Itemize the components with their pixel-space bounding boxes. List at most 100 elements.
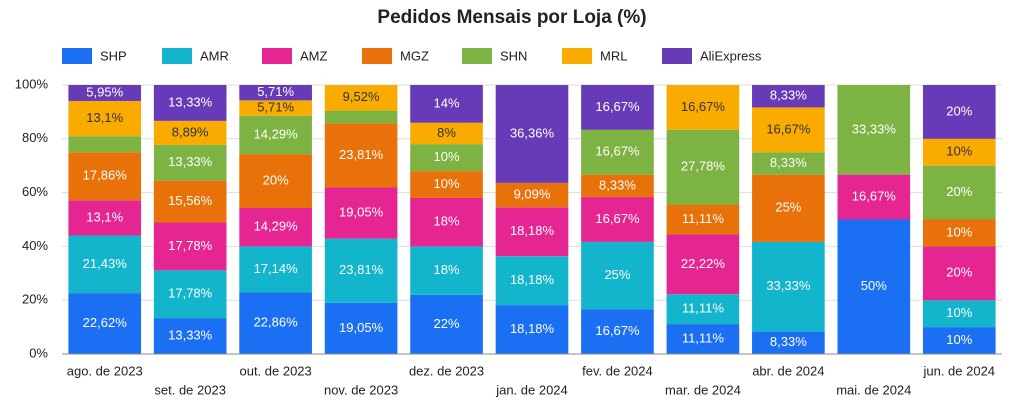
bar-segment [324, 302, 398, 354]
data-label: 18,18% [510, 321, 555, 336]
y-tick-label: 0% [29, 345, 48, 360]
bar-segment [581, 197, 654, 242]
legend-label: AMR [200, 48, 229, 63]
data-label: 8% [437, 125, 456, 140]
bar-segment [581, 129, 654, 175]
data-label: 33,33% [852, 121, 897, 136]
bar-segment [239, 85, 312, 101]
bar-segment [922, 85, 996, 139]
data-label: 13,33% [168, 328, 213, 343]
data-label: 8,89% [172, 124, 209, 139]
legend-swatch [62, 48, 92, 64]
bar-segment [922, 246, 996, 301]
data-label: 5,71% [257, 99, 294, 114]
bar-segment [239, 207, 312, 247]
legend-swatch [262, 48, 292, 64]
bar-segment [922, 219, 996, 247]
data-label: 9,09% [514, 186, 551, 201]
data-label: 22,22% [681, 256, 726, 271]
data-label: 36,36% [510, 125, 555, 140]
bar-segment [666, 85, 740, 130]
data-label: 9,52% [343, 89, 380, 104]
data-label: 15,56% [168, 193, 213, 208]
data-label: 5,71% [257, 84, 294, 99]
y-tick-label: 80% [22, 130, 48, 145]
data-label: 16,67% [595, 144, 640, 159]
data-label: 20% [946, 265, 972, 280]
bar-segment [495, 256, 569, 306]
x-tick-label: ago. de 2023 [67, 363, 143, 378]
legend-swatch [462, 48, 492, 64]
bar-segment [68, 136, 142, 153]
legend-label: SHP [100, 48, 127, 63]
data-label: 18,18% [510, 223, 555, 238]
data-label: 18% [434, 262, 460, 277]
bar-segment [666, 234, 740, 295]
bar-segment [324, 123, 398, 188]
data-label: 11,11% [682, 330, 725, 345]
bar-segment [495, 182, 569, 208]
x-tick-label: mar. de 2024 [665, 382, 741, 397]
bar-segment [324, 85, 398, 111]
bar-segment [239, 115, 312, 155]
data-label: 17,78% [168, 286, 213, 301]
bar-segment [752, 174, 825, 242]
data-label: 11,11% [682, 211, 725, 226]
bar-segment [495, 85, 569, 183]
data-label: 16,67% [852, 189, 897, 204]
bar-segment [410, 197, 483, 247]
bar-segment [922, 300, 996, 328]
data-label: 10% [434, 149, 460, 164]
data-label: 14,29% [254, 219, 299, 234]
data-label: 20% [946, 103, 972, 118]
y-tick-label: 60% [22, 184, 48, 199]
bar-segment [752, 241, 825, 332]
data-label: 13,33% [168, 94, 213, 109]
bar-segment [581, 241, 654, 310]
bar-segment [153, 180, 227, 223]
bar-segment [752, 152, 825, 175]
data-label: 16,67% [681, 99, 726, 114]
x-tick-label: set. de 2023 [154, 382, 226, 397]
bar-segment [410, 85, 483, 123]
bar-segment [922, 138, 996, 166]
data-label: 8,33% [770, 155, 807, 170]
bar-segment [837, 174, 911, 220]
bar-segment [153, 85, 227, 121]
bar-segment [666, 129, 740, 205]
data-label: 50% [861, 278, 887, 293]
x-tick-label: abr. de 2024 [752, 363, 824, 378]
bar-segment [153, 120, 227, 145]
data-label: 23,81% [339, 147, 384, 162]
bar-segment [752, 331, 825, 354]
legend-label: MRL [600, 48, 627, 63]
bar-segment [666, 324, 740, 354]
bar-segment [239, 246, 312, 293]
data-label: 17,86% [83, 168, 128, 183]
data-label: 13,1% [86, 209, 123, 224]
data-label: 14,29% [254, 126, 299, 141]
bar-segment [68, 235, 142, 294]
bar-segment [239, 100, 312, 116]
data-label: 13,1% [86, 110, 123, 125]
data-label: 22,86% [254, 315, 299, 330]
bar-segment [495, 207, 569, 257]
data-label: 21,43% [83, 256, 128, 271]
data-label: 5,95% [86, 84, 123, 99]
bar-segment [410, 294, 483, 354]
bar-segment [666, 204, 740, 235]
bar-segment [837, 85, 911, 175]
data-label: 25% [604, 267, 630, 282]
bar-segment [922, 165, 996, 220]
data-label: 8,33% [599, 177, 636, 192]
x-tick-label: dez. de 2023 [409, 363, 484, 378]
bar-segment [153, 222, 227, 271]
bar-segment [68, 100, 142, 137]
data-label: 16,67% [595, 323, 640, 338]
data-label: 16,67% [595, 99, 640, 114]
bar-segment [410, 122, 483, 145]
data-label: 10% [434, 176, 460, 191]
x-tick-label: mai. de 2024 [836, 382, 911, 397]
data-label: 33,33% [766, 278, 811, 293]
